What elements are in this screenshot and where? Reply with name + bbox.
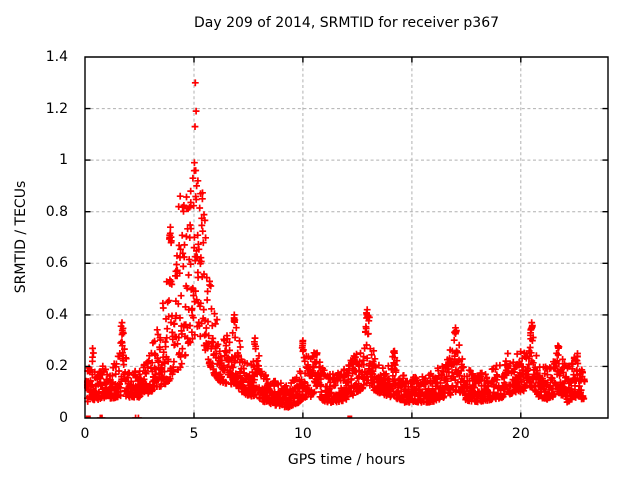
x-tick-label: 5 <box>189 426 199 442</box>
plot-border-and-ticks <box>84 56 609 419</box>
x-tick-label: 15 <box>402 426 421 442</box>
chart-title: Day 209 of 2014, SRMTID for receiver p36… <box>193 15 500 31</box>
x-axis-label: GPS time / hours <box>287 452 406 468</box>
y-tick-label: 0.2 <box>45 358 68 375</box>
x-tick-label: 10 <box>293 426 312 442</box>
y-tick-label: 0.6 <box>45 255 68 272</box>
y-tick-label: 1.2 <box>45 100 68 117</box>
y-tick-label: 1.4 <box>45 49 68 65</box>
srmtid-scatter-markers <box>84 79 588 418</box>
y-tick-label: 0.8 <box>45 203 68 220</box>
y-tick-label: 1 <box>59 152 68 169</box>
y-axis-label: SRMTID / TECUs <box>13 180 29 294</box>
x-tick-label: 20 <box>511 426 530 442</box>
y-tick-label: 0.4 <box>45 306 68 323</box>
zero-value-square-marker <box>347 415 353 418</box>
data-points-layer <box>84 79 588 418</box>
zero-value-square-marker <box>85 415 91 418</box>
x-tick-label: 0 <box>80 426 90 442</box>
y-tick-label: 0 <box>59 410 68 426</box>
plot-frame <box>84 56 609 419</box>
